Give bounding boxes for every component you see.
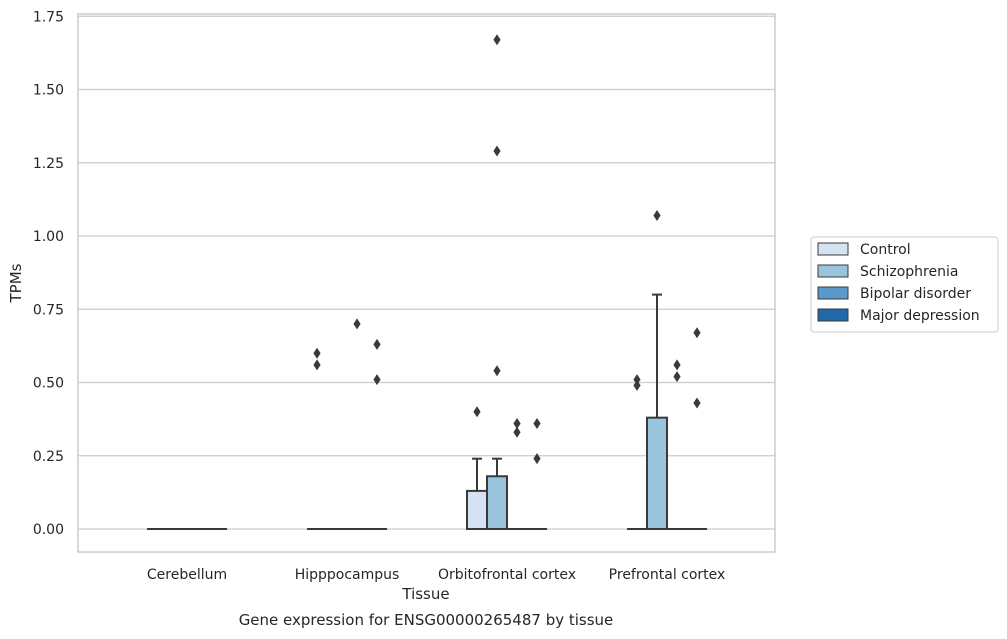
box-major-depression <box>367 338 387 530</box>
legend-frame <box>810 236 999 333</box>
x-tick-label: Cerebellum <box>147 567 227 583</box>
outlier-point <box>693 397 701 409</box>
box-major-depression <box>687 327 707 530</box>
y-tick-label: 0.50 <box>33 376 64 392</box>
box-body <box>466 489 488 531</box>
y-tick-label: 1.75 <box>33 9 64 25</box>
box-schizophrenia <box>646 209 668 530</box>
box-bipolar-disorder <box>507 418 527 530</box>
boxes-layer <box>147 34 707 531</box>
y-axis-label: TPMs <box>7 263 25 303</box>
box-major-depression <box>527 418 547 530</box>
y-tick-labels: 0.00 0.25 0.50 0.75 1.00 1.25 1.50 1.75 <box>33 9 64 538</box>
box-bipolar-disorder <box>667 359 687 530</box>
legend-label: Schizophrenia <box>860 264 958 280</box>
y-tick-label: 0.75 <box>33 302 64 318</box>
outlier-point <box>313 347 321 359</box>
legend: Control Schizophrenia Bipolar disorder Majo… <box>810 236 999 333</box>
legend-label: Bipolar disorder <box>860 286 971 302</box>
chart-caption: Gene expression for ENSG00000265487 by t… <box>239 611 614 629</box>
y-tick-label: 0.25 <box>33 449 64 465</box>
legend-swatch <box>817 264 849 278</box>
outlier-point <box>473 406 481 418</box>
y-tick-label: 1.50 <box>33 83 64 99</box>
legend-swatch <box>817 308 849 322</box>
outlier-point <box>493 365 501 377</box>
x-tick-labels: Cerebellum Hipppocampus Orbitofrontal cort… <box>147 567 725 583</box>
x-axis-label: Tissue <box>401 585 449 603</box>
outlier-point <box>353 318 361 330</box>
outlier-point <box>533 453 541 465</box>
y-tick-label: 1.25 <box>33 156 64 172</box>
outlier-point <box>653 209 661 221</box>
box-body <box>486 475 508 531</box>
outlier-point <box>633 379 641 391</box>
legend-swatch <box>817 242 849 256</box>
legend-label: Major depression <box>860 308 980 324</box>
box-control <box>466 406 488 531</box>
grid-lines <box>78 15 775 530</box>
x-tick-label: Hipppocampus <box>295 567 400 583</box>
box-control <box>307 347 327 530</box>
box-bipolar-disorder <box>347 318 367 530</box>
outlier-point <box>513 426 521 438</box>
outlier-point <box>633 374 641 386</box>
outlier-point <box>673 371 681 383</box>
outlier-point <box>373 374 381 386</box>
x-tick-label: Prefrontal cortex <box>609 567 726 583</box>
legend-label: Control <box>860 242 911 258</box>
outlier-point <box>373 338 381 350</box>
box-control <box>627 374 647 530</box>
outlier-point <box>493 145 501 157</box>
legend-entries: Control Schizophrenia Bipolar disorder Majo… <box>817 242 980 324</box>
plot-area-background <box>78 14 775 552</box>
outlier-point <box>513 418 521 430</box>
legend-swatch <box>817 286 849 300</box>
box-body <box>646 416 668 530</box>
y-tick-label: 0.00 <box>33 522 64 538</box>
outlier-point <box>533 418 541 430</box>
y-tick-label: 1.00 <box>33 229 64 245</box>
outlier-point <box>673 359 681 371</box>
outlier-point <box>693 327 701 339</box>
outlier-point <box>493 34 501 46</box>
plot-area-frame <box>77 13 776 553</box>
outlier-point <box>313 359 321 371</box>
box-schizophrenia <box>486 34 508 531</box>
x-tick-label: Orbitofrontal cortex <box>438 567 576 583</box>
